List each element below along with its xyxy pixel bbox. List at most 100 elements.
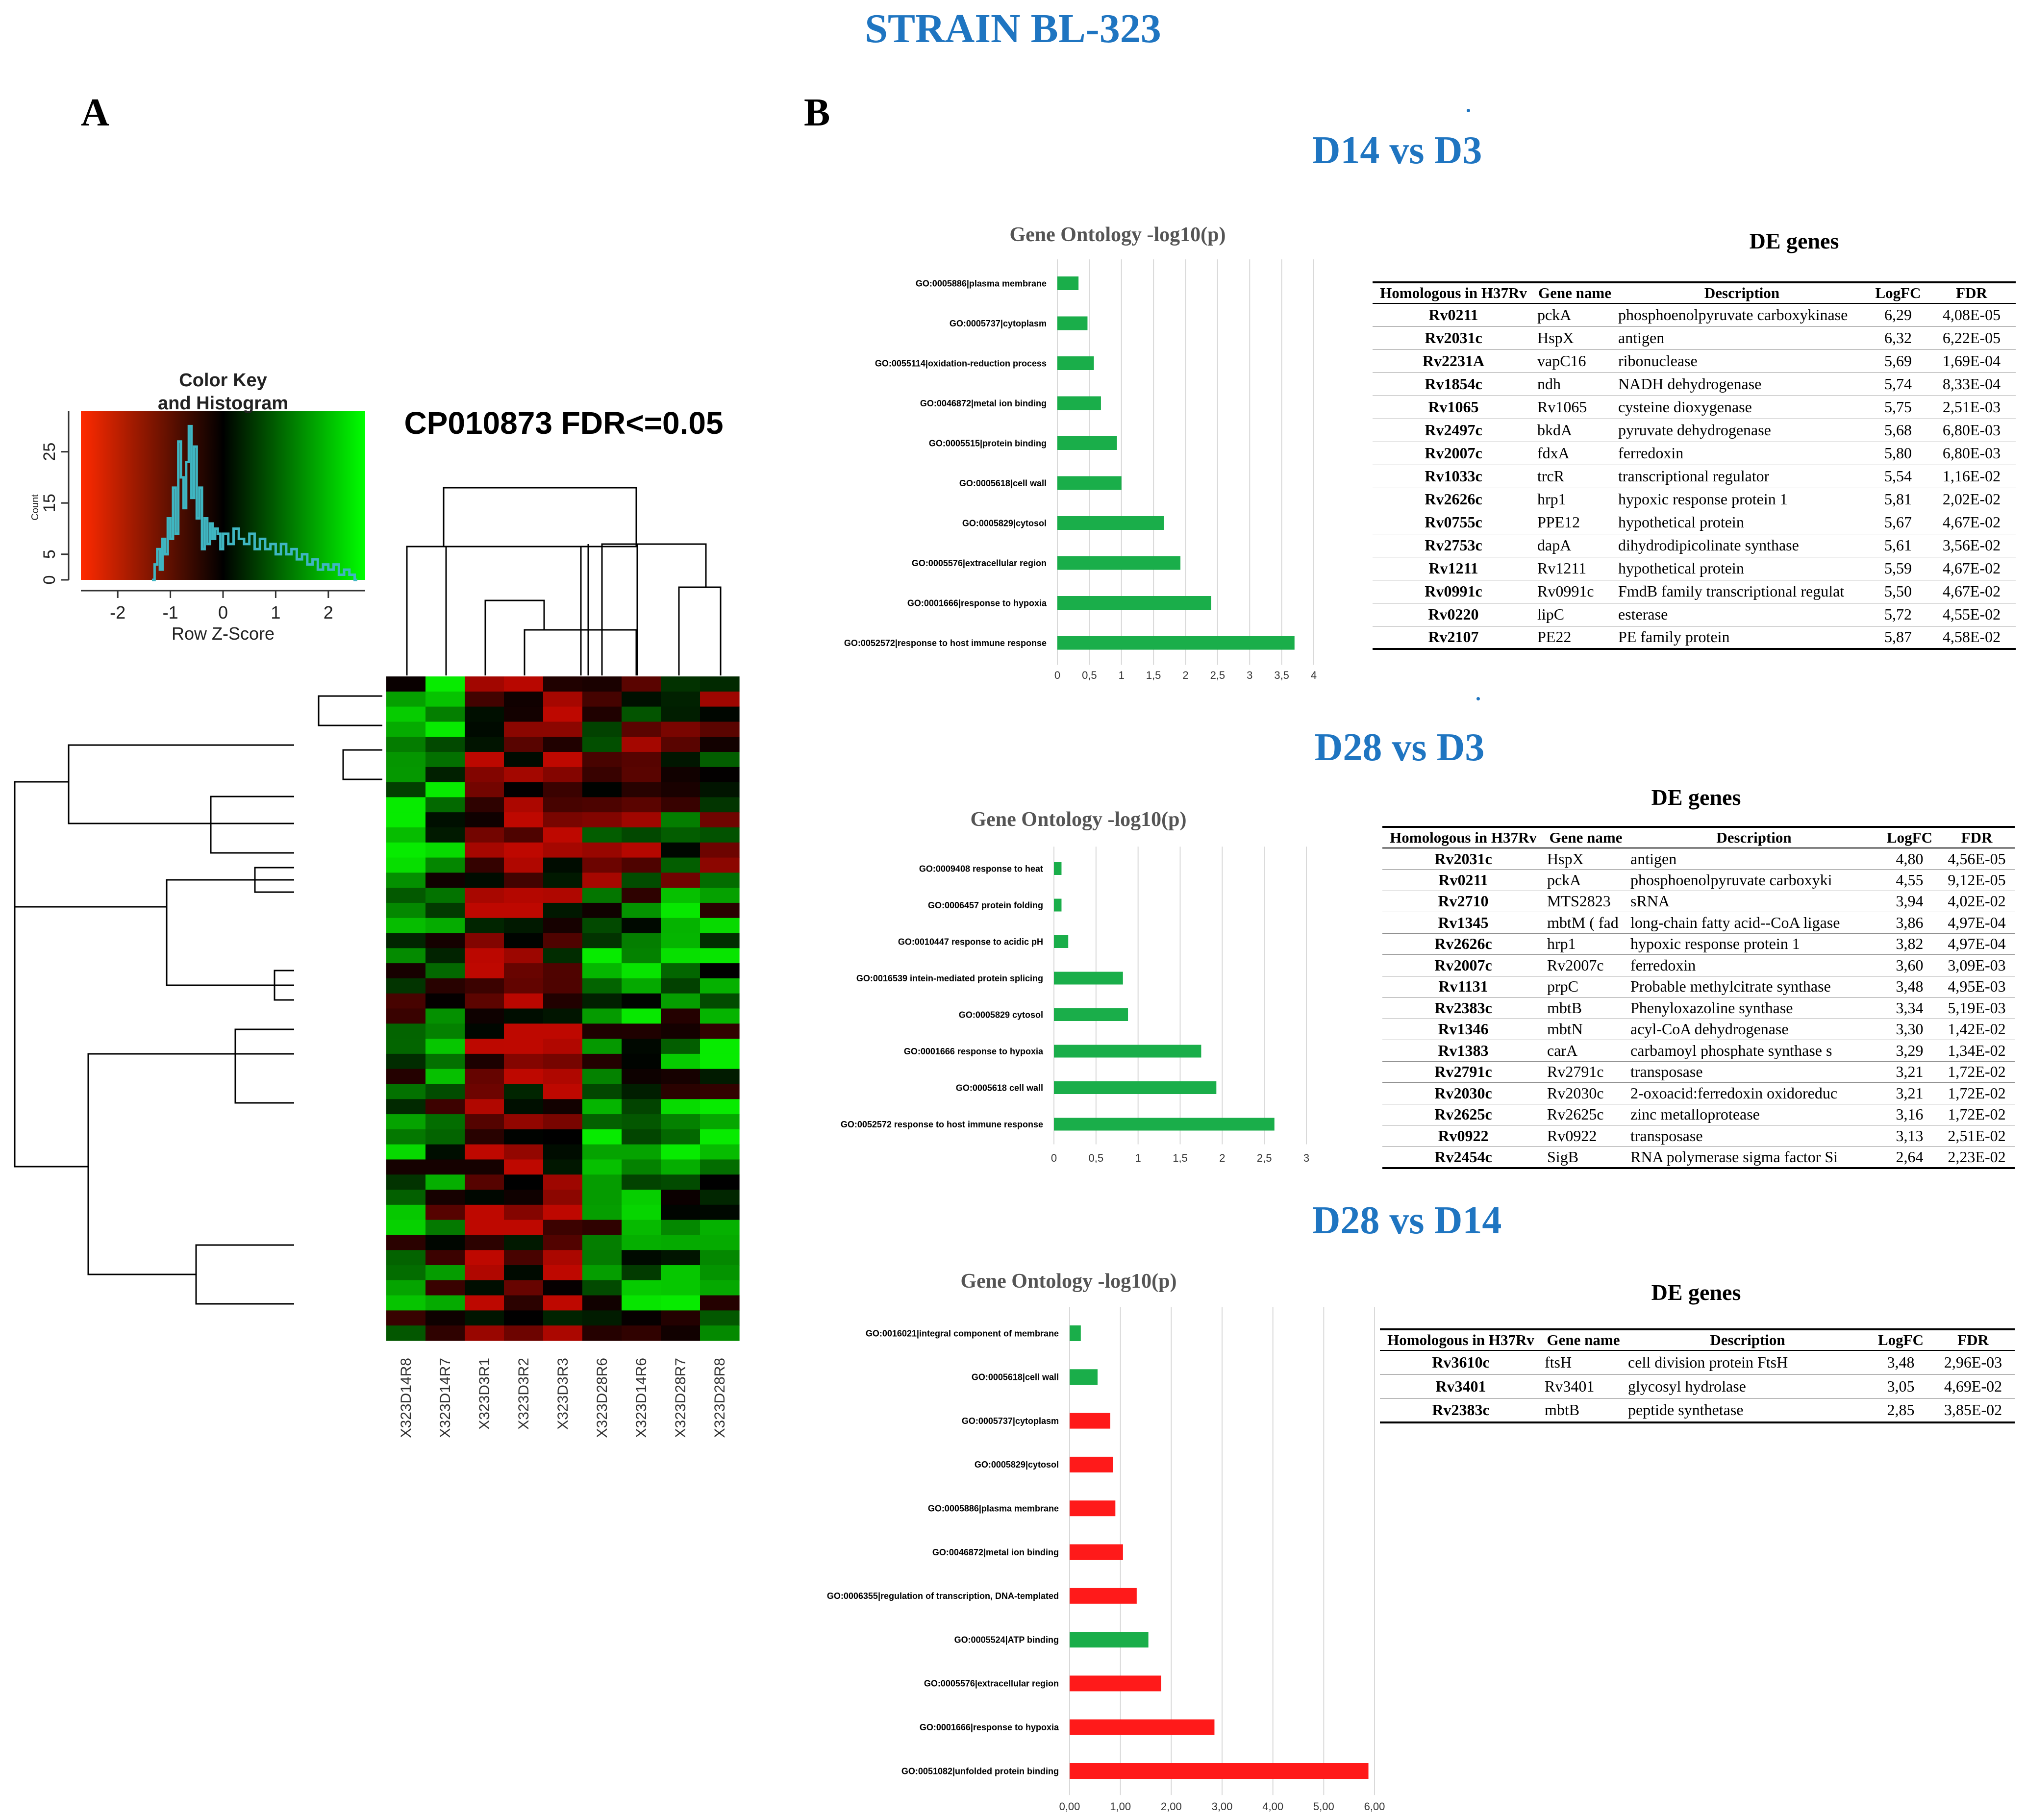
table-cell: 4,08E-05 bbox=[1927, 303, 2016, 327]
heatmap-cell bbox=[700, 1159, 740, 1175]
table-cell: cell division protein FtsH bbox=[1625, 1350, 1870, 1375]
heatmap-cell bbox=[622, 918, 661, 934]
heatmap-cell bbox=[700, 1099, 740, 1115]
tick-label: 1,5 bbox=[1146, 669, 1161, 681]
heatmap-cell bbox=[465, 722, 504, 737]
heatmap-cell bbox=[700, 873, 740, 888]
y-tick-label: 15 bbox=[40, 494, 59, 512]
category-label: GO:0001666|response to hypoxia bbox=[920, 1722, 1059, 1732]
heatmap-cell bbox=[425, 1008, 465, 1024]
heatmap-cell bbox=[582, 691, 622, 707]
table-cell: Rv2710 bbox=[1382, 891, 1544, 912]
heatmap-cell bbox=[386, 1069, 426, 1085]
heatmap-cell bbox=[504, 1174, 544, 1190]
x-tick-label: 0 bbox=[218, 602, 228, 623]
bar bbox=[1054, 1045, 1201, 1058]
heatmap-cell bbox=[465, 888, 504, 903]
heatmap-title: CP010873 FDR<=0.05 bbox=[404, 405, 723, 441]
heatmap-cell bbox=[700, 706, 740, 722]
heatmap-cell bbox=[425, 1295, 465, 1311]
heatmap-cell bbox=[386, 751, 426, 768]
heatmap-cell bbox=[504, 1114, 544, 1130]
heatmap-cell bbox=[504, 888, 544, 903]
heatmap-cell bbox=[386, 873, 426, 888]
heatmap-cell bbox=[700, 1220, 740, 1236]
table-row: Rv0922 Rv0922 transposase 3,13 2,51E-02 bbox=[1382, 1125, 2015, 1147]
heatmap-cell bbox=[700, 918, 740, 934]
heatmap-cell bbox=[543, 1265, 583, 1281]
heatmap-cell bbox=[465, 978, 504, 994]
heatmap-cell bbox=[661, 1204, 700, 1221]
table-cell: 3,48 bbox=[1880, 976, 1939, 997]
table-cell: Rv2791c bbox=[1382, 1061, 1544, 1083]
table-cell: 4,55E-02 bbox=[1927, 603, 2016, 626]
heatmap-cell bbox=[661, 902, 700, 919]
column-header: FDR bbox=[1931, 1328, 2015, 1351]
table-cell: 1,16E-02 bbox=[1927, 465, 2016, 488]
table-cell: ferredoxin bbox=[1627, 954, 1880, 976]
heatmap-cell bbox=[700, 1265, 740, 1281]
table-cell: 1,72E-02 bbox=[1939, 1082, 2015, 1104]
heatmap-cell bbox=[543, 782, 583, 798]
table-cell: antigen bbox=[1627, 848, 1880, 870]
heatmap-cell bbox=[465, 963, 504, 979]
heatmap-cell bbox=[425, 1325, 465, 1341]
heatmap-cell bbox=[504, 978, 544, 994]
heatmap-cell bbox=[465, 1159, 504, 1175]
heatmap-cell bbox=[661, 993, 700, 1009]
heatmap-cell bbox=[504, 1204, 544, 1221]
table-cell: 3,86 bbox=[1880, 912, 1939, 934]
heatmap-cell bbox=[465, 1235, 504, 1250]
table-cell: Rv2007c bbox=[1373, 442, 1534, 465]
table-row: Rv1033c trcR transcriptional regulator 5,54… bbox=[1373, 465, 2016, 488]
heatmap-cell bbox=[504, 842, 544, 858]
heatmap-cell bbox=[386, 963, 426, 979]
heatmap-cell bbox=[543, 1023, 583, 1039]
heatmap-cell bbox=[622, 722, 661, 737]
heatmap-cell bbox=[465, 1069, 504, 1085]
table-cell: 5,72 bbox=[1869, 603, 1927, 626]
heatmap-cell bbox=[622, 782, 661, 798]
column-header: LogFC bbox=[1870, 1328, 1931, 1351]
heatmap-cell bbox=[543, 676, 583, 692]
heatmap-cell bbox=[700, 1310, 740, 1326]
table-row: Rv2625c Rv2625c zinc metalloprotease 3,16 1,… bbox=[1382, 1104, 2015, 1125]
table-cell: 5,54 bbox=[1869, 465, 1927, 488]
tick-label: 1 bbox=[1119, 669, 1125, 681]
heatmap-cell bbox=[622, 1144, 661, 1160]
heatmap-cell bbox=[582, 1310, 622, 1326]
tick-label: 1 bbox=[1135, 1152, 1141, 1164]
bar bbox=[1070, 1719, 1215, 1735]
y-tick-label: 25 bbox=[40, 443, 59, 461]
column-label: X323D28R8 bbox=[712, 1358, 728, 1438]
table-row: Rv1065 Rv1065 cysteine dioxygenase 5,75 2,51… bbox=[1373, 396, 2016, 419]
comparison-2-title: D28 vs D3 bbox=[1314, 726, 1485, 769]
heatmap-cell bbox=[425, 827, 465, 843]
table-cell: Rv2625c bbox=[1544, 1104, 1627, 1125]
table-cell: 2,02E-02 bbox=[1927, 488, 2016, 511]
table-cell: carA bbox=[1544, 1040, 1627, 1062]
heatmap-cell bbox=[425, 993, 465, 1009]
table-cell: 4,67E-02 bbox=[1927, 580, 2016, 603]
heatmap-cell bbox=[622, 1280, 661, 1296]
heatmap-cell bbox=[543, 1325, 583, 1341]
bar bbox=[1057, 436, 1117, 450]
heatmap-cell bbox=[504, 782, 544, 798]
table-cell: 6,80E-03 bbox=[1927, 442, 2016, 465]
table-cell: Rv2231A bbox=[1373, 349, 1534, 373]
heatmap-cell bbox=[465, 873, 504, 888]
heatmap-cell bbox=[386, 1084, 426, 1099]
heatmap-cell bbox=[661, 857, 700, 873]
category-label: GO:0016539 intein-mediated protein splic… bbox=[856, 973, 1043, 983]
heatmap-cell bbox=[504, 797, 544, 813]
color-key-title: Color Key bbox=[179, 370, 267, 391]
go-title-3: Gene Ontology -log10(p) bbox=[960, 1270, 1177, 1293]
table-cell: 3,48 bbox=[1870, 1350, 1931, 1375]
heatmap-cell bbox=[386, 812, 426, 828]
heatmap-cell bbox=[622, 1295, 661, 1311]
heatmap-cell bbox=[465, 1023, 504, 1039]
table-cell: dapA bbox=[1534, 534, 1615, 557]
heatmap-cell bbox=[425, 737, 465, 752]
tick-label: 3 bbox=[1247, 669, 1252, 681]
heatmap-cell bbox=[465, 1280, 504, 1296]
